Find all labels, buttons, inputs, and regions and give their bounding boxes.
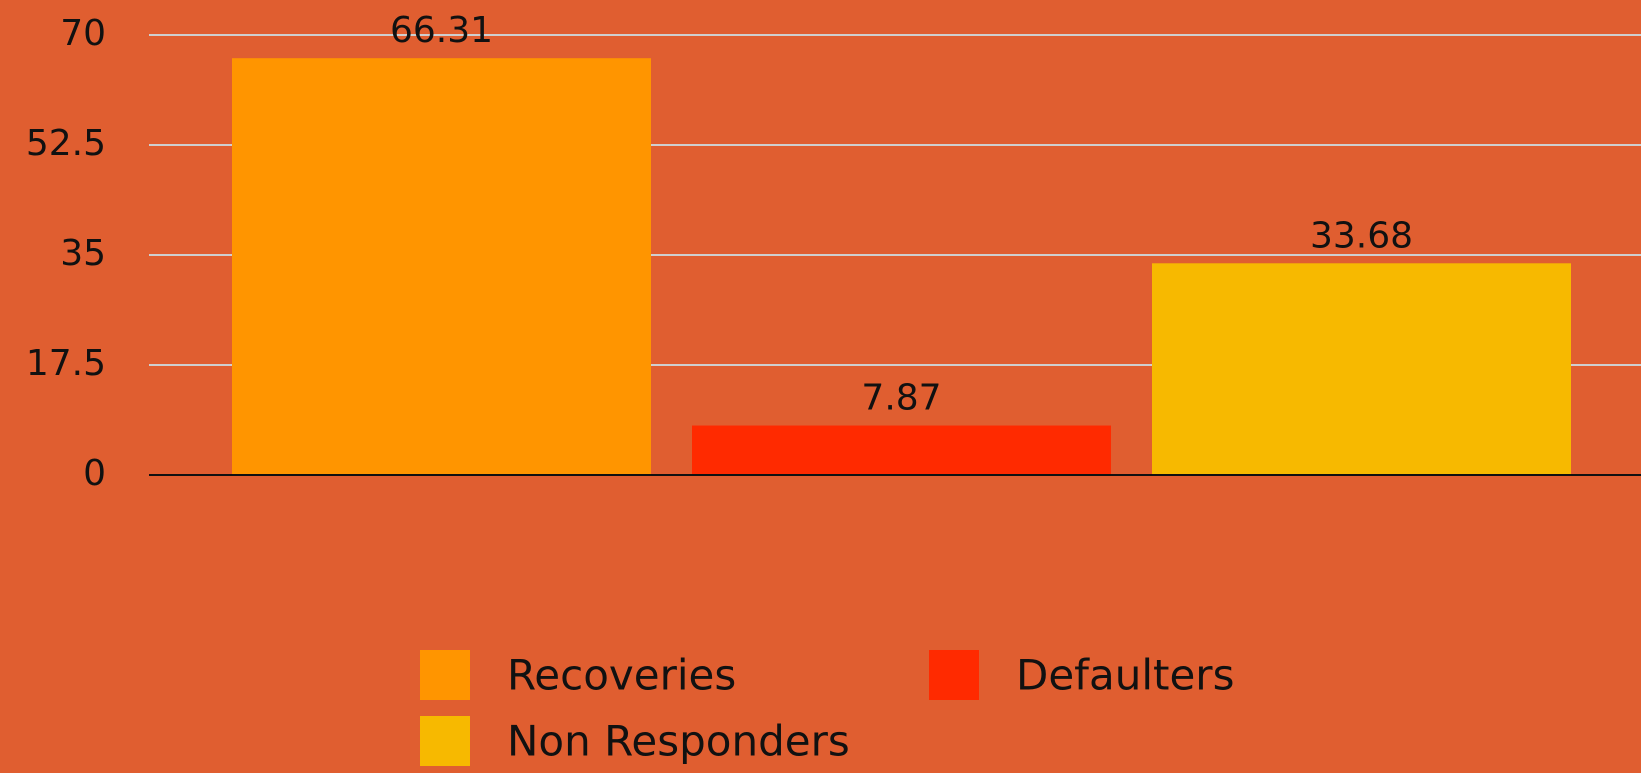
legend-swatch xyxy=(420,716,470,766)
y-tick-label: 0 xyxy=(83,453,106,494)
data-label: 66.31 xyxy=(390,10,493,51)
legend-label: Defaulters xyxy=(1016,651,1234,700)
y-tick-label: 35 xyxy=(60,233,106,274)
legend-swatch xyxy=(929,650,979,700)
legend-label: Non Responders xyxy=(507,717,850,766)
bar xyxy=(1152,263,1571,475)
y-tick-label: 70 xyxy=(60,13,106,54)
y-tick-label: 17.5 xyxy=(26,343,106,384)
data-label: 7.87 xyxy=(861,378,941,419)
legend-label: Recoveries xyxy=(507,651,736,700)
bar xyxy=(232,58,651,476)
legend-swatch xyxy=(420,650,470,700)
y-tick-label: 52.5 xyxy=(26,123,106,164)
data-label: 33.68 xyxy=(1310,215,1413,256)
bar xyxy=(692,425,1111,475)
